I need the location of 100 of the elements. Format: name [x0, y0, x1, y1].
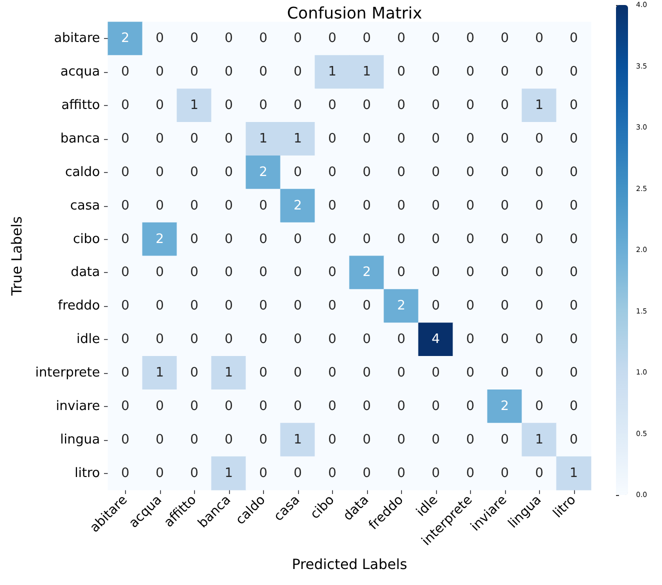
- data-label: 0: [570, 232, 578, 247]
- data-label: 0: [190, 64, 198, 80]
- data-label: 0: [190, 298, 198, 314]
- data-label: 2: [362, 265, 371, 280]
- data-label: 0: [535, 132, 544, 146]
- data-label: 0: [328, 132, 336, 146]
- data-label: 1: [362, 64, 371, 80]
- data-label: 0: [121, 332, 130, 348]
- data-label: 0: [432, 232, 440, 247]
- y-tick-label: caldo: [65, 164, 100, 180]
- data-label: 0: [570, 332, 578, 348]
- data-label: 0: [432, 298, 440, 314]
- data-label: 0: [224, 298, 233, 314]
- data-label: 0: [397, 98, 406, 114]
- x-axis-title: Predicted Labels: [292, 557, 408, 573]
- data-label: 0: [121, 298, 130, 314]
- data-label: 0: [121, 366, 130, 380]
- data-label: 0: [121, 232, 130, 247]
- data-label: 0: [500, 164, 509, 180]
- data-label: 0: [156, 31, 164, 46]
- data-label: 0: [535, 198, 544, 214]
- data-label: 0: [190, 198, 198, 214]
- data-label: 0: [259, 398, 268, 414]
- data-label: 1: [224, 366, 233, 380]
- data-label: 2: [500, 398, 509, 414]
- data-label: 0: [535, 64, 544, 80]
- data-label: 0: [397, 232, 406, 247]
- y-tick-label: banca: [60, 132, 100, 146]
- data-label: 0: [500, 332, 509, 348]
- data-label: 0: [466, 132, 474, 146]
- data-label: 0: [432, 132, 440, 146]
- data-label: 0: [294, 64, 302, 80]
- data-label: 0: [535, 31, 544, 46]
- data-label: 0: [294, 466, 302, 481]
- data-label: 0: [362, 298, 371, 314]
- data-label: 0: [397, 398, 406, 414]
- data-label: 0: [294, 366, 302, 380]
- data-label: 0: [121, 466, 130, 481]
- data-label: 0: [328, 265, 336, 280]
- data-label: 0: [259, 432, 268, 448]
- data-label: 0: [190, 432, 198, 448]
- data-label: 0: [294, 31, 302, 46]
- y-axis-title: True Labels: [9, 216, 26, 297]
- data-label: 0: [362, 366, 371, 380]
- y-tick-label: lingua: [60, 432, 100, 448]
- data-label: 0: [190, 232, 198, 247]
- data-label: 0: [466, 466, 474, 481]
- data-label: 0: [500, 232, 509, 247]
- data-label: 0: [190, 164, 198, 180]
- data-label: 0: [224, 132, 233, 146]
- data-label: 0: [156, 98, 164, 114]
- data-label: 2: [294, 198, 302, 214]
- data-label: 0: [500, 466, 509, 481]
- y-tick-label: affitto: [61, 98, 100, 114]
- y-tick-label: idle: [76, 332, 100, 348]
- data-label: 2: [397, 298, 406, 314]
- data-label: 1: [156, 366, 164, 380]
- data-label: 0: [397, 366, 406, 380]
- data-label: 0: [362, 332, 371, 348]
- data-label: 0: [190, 265, 198, 280]
- data-label: 0: [397, 332, 406, 348]
- data-label: 0: [259, 366, 268, 380]
- data-label: 0: [535, 366, 544, 380]
- data-label: 0: [156, 466, 164, 481]
- data-label: 0: [362, 98, 371, 114]
- data-label: 0: [500, 98, 509, 114]
- data-label: 0: [432, 265, 440, 280]
- data-label: 0: [156, 132, 164, 146]
- data-label: 0: [397, 432, 406, 448]
- data-label: 0: [535, 164, 544, 180]
- data-label: 0: [294, 265, 302, 280]
- data-label: 0: [500, 132, 509, 146]
- data-label: 0: [466, 198, 474, 214]
- data-label: 0: [397, 164, 406, 180]
- data-label: 1: [294, 132, 302, 146]
- data-label: 0: [259, 232, 268, 247]
- data-label: 0: [190, 398, 198, 414]
- data-label: 0: [259, 298, 268, 314]
- data-label: 0: [156, 398, 164, 414]
- data-label: 0: [259, 198, 268, 214]
- data-label: 0: [362, 198, 371, 214]
- data-label: 0: [466, 398, 474, 414]
- data-label: 0: [224, 198, 233, 214]
- y-tick-label: interprete: [35, 366, 100, 380]
- data-label: 0: [397, 31, 406, 46]
- data-label: 0: [535, 298, 544, 314]
- x-tick-label: cibo: [308, 492, 338, 522]
- data-label: 0: [432, 164, 440, 180]
- data-label: 0: [328, 232, 336, 247]
- data-label: 1: [259, 132, 268, 146]
- data-label: 0: [500, 31, 509, 46]
- data-label: 0: [224, 265, 233, 280]
- data-label: 0: [466, 31, 474, 46]
- data-label: 0: [328, 198, 336, 214]
- data-label: 0: [535, 265, 544, 280]
- data-label: 0: [259, 31, 268, 46]
- data-label: 0: [224, 432, 233, 448]
- data-label: 0: [362, 164, 371, 180]
- data-label: 0: [259, 466, 268, 481]
- data-label: 2: [259, 164, 268, 180]
